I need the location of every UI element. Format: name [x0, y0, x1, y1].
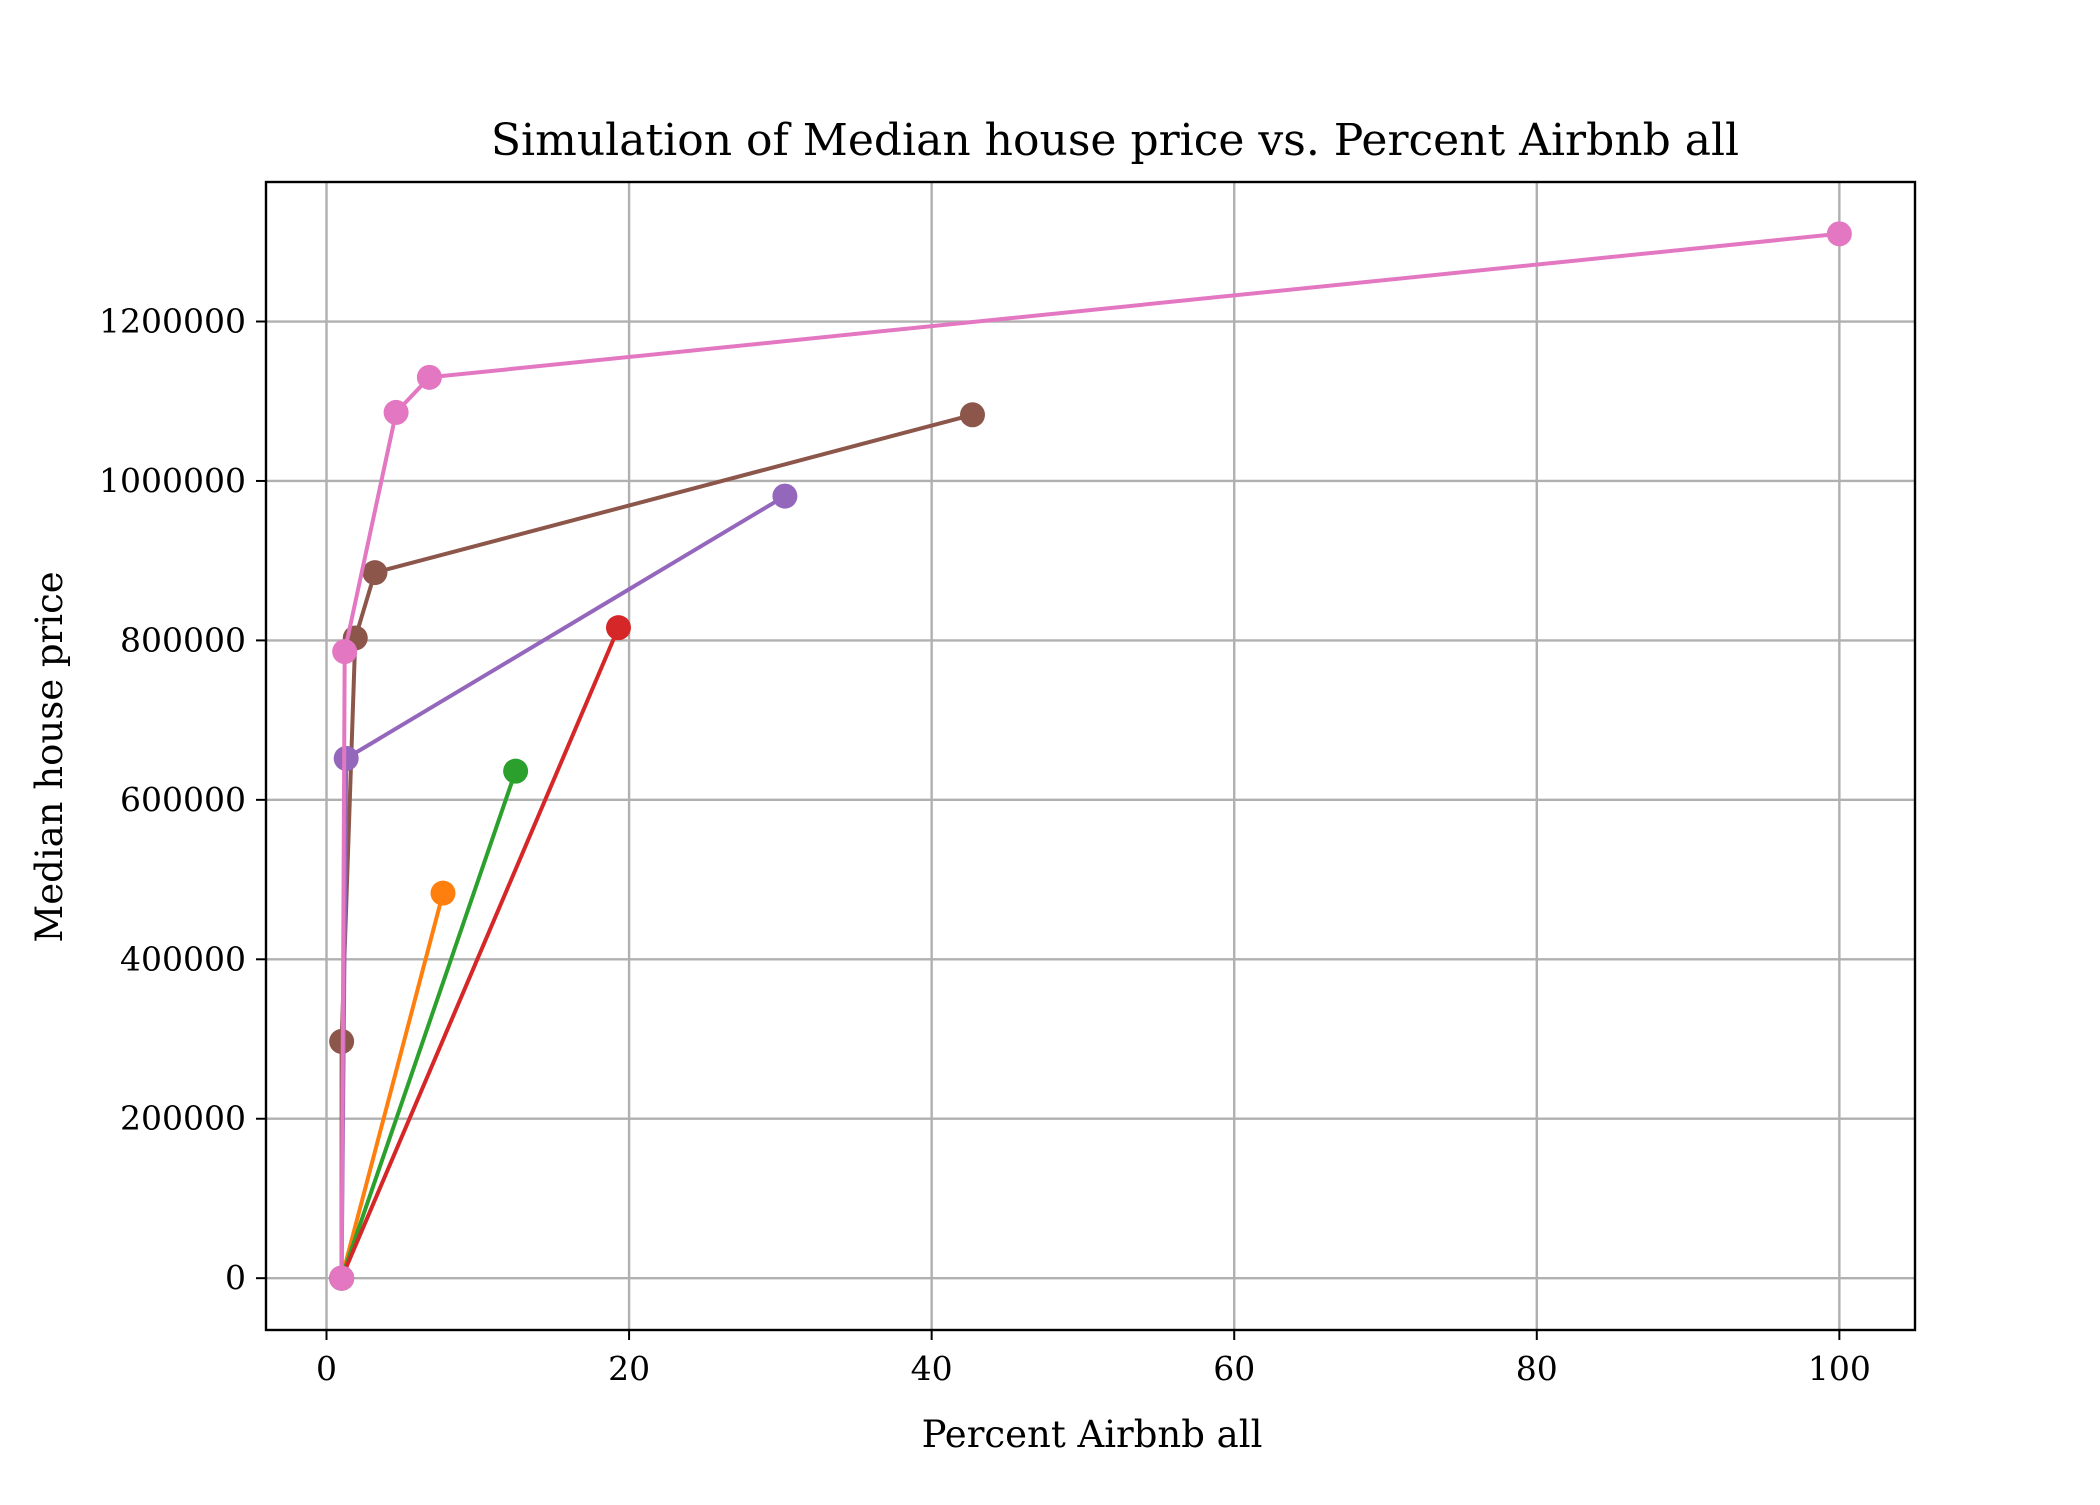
x-axis-label: Percent Airbnb all	[922, 1413, 1263, 1456]
y-axis-label: Median house price	[28, 571, 71, 942]
y-tick-label: 400000	[120, 939, 246, 978]
data-point	[503, 758, 529, 784]
data-point	[1826, 221, 1852, 247]
x-tick-label: 40	[911, 1349, 953, 1388]
x-tick-label: 80	[1516, 1349, 1558, 1388]
data-point	[605, 615, 631, 641]
y-tick-label: 200000	[120, 1099, 246, 1138]
data-point	[333, 745, 359, 771]
data-point	[332, 639, 358, 665]
x-tick-label: 0	[316, 1349, 337, 1388]
series-6	[329, 221, 1852, 1291]
y-tick-label: 600000	[120, 780, 246, 819]
y-axis: 0 200000 400000 600000 800000 1000000 1200000	[99, 302, 266, 1297]
x-tick-label: 20	[608, 1349, 650, 1388]
series-line	[339, 769, 518, 1281]
series-line	[339, 891, 445, 1281]
y-tick-label: 800000	[120, 620, 246, 659]
data-point	[959, 402, 985, 428]
data-point	[329, 1265, 355, 1291]
data-point	[383, 399, 409, 425]
data-point	[362, 560, 388, 586]
y-tick-label: 0	[225, 1258, 246, 1297]
data-point	[772, 483, 798, 509]
x-axis: 0 20 40 60 80 100	[316, 1330, 1871, 1388]
series-layer	[329, 221, 1852, 1291]
data-point	[416, 364, 442, 390]
y-tick-label: 1000000	[99, 461, 246, 500]
x-tick-label: 100	[1808, 1349, 1871, 1388]
plot-frame	[264, 180, 1917, 1332]
chart-title: Simulation of Median house price vs. Per…	[491, 115, 1739, 166]
plot-area	[266, 182, 1915, 1330]
grid	[266, 182, 1915, 1330]
series-line	[339, 625, 621, 1281]
x-tick-label: 60	[1213, 1349, 1255, 1388]
y-tick-label: 1200000	[99, 302, 246, 341]
data-point	[430, 880, 456, 906]
